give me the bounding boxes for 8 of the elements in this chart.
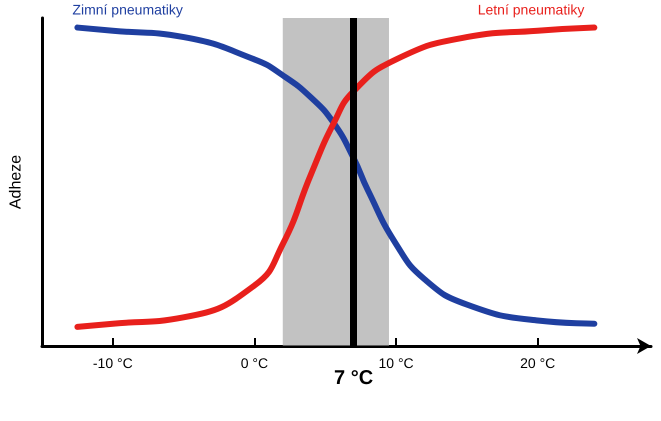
x-tick-label: 10 °C — [378, 355, 414, 371]
x-tick-label: 20 °C — [520, 355, 556, 371]
ref-line-label: 7 °C — [334, 367, 374, 389]
x-tick-label: -10 °C — [92, 355, 133, 371]
x-tick-label: 0 °C — [240, 355, 268, 371]
series-label: Zimní pneumatiky — [72, 2, 183, 18]
series-label: Letní pneumatiky — [478, 2, 584, 18]
y-axis-title: Adheze — [8, 154, 24, 210]
